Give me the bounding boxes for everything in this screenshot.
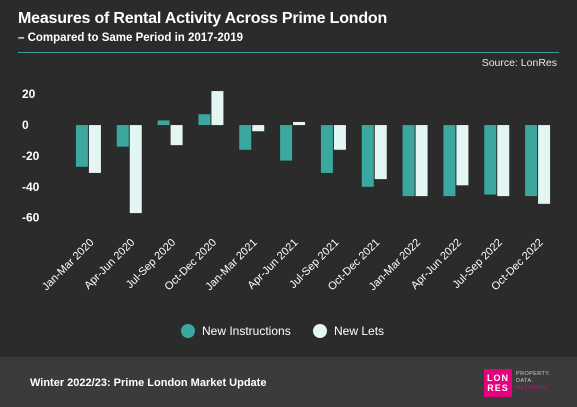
bar [374,125,387,180]
bar [170,125,183,146]
bar [415,125,428,197]
bar [484,125,497,195]
logo-tagline: PROPERTY. DATA. NETWORK. [516,371,551,392]
tagline-network: NETWORK. [516,385,549,391]
bar [443,125,456,197]
tagline-data: DATA. [516,378,534,384]
bar [252,125,265,132]
bar [293,121,306,126]
tagline-property: PROPERTY. [516,371,551,377]
logo-text-top: LON [487,373,509,383]
bar [497,125,510,197]
bar [129,125,142,214]
bar [456,125,469,186]
bar [538,125,551,204]
chart-subtitle: – Compared to Same Period in 2017-2019 [18,32,243,44]
bar [75,125,88,167]
legend-label: New Lets [334,324,384,338]
y-tick-label: -20 [22,149,40,163]
bar [525,125,538,197]
bar [280,125,293,161]
bar [211,91,224,126]
bar [157,120,170,126]
source-label: Source: LonRes [481,57,557,69]
footer-bar: Winter 2022/23: Prime London Market Upda… [0,357,577,407]
chart-title: Measures of Rental Activity Across Prime… [18,10,388,27]
y-tick-label: -40 [22,180,40,194]
bar [88,125,101,173]
legend-label: New Instructions [202,324,291,338]
footer-text: Winter 2022/23: Prime London Market Upda… [30,377,267,389]
y-tick-label: -60 [22,211,40,225]
legend-swatch [181,324,195,338]
bar [333,125,346,150]
y-tick-label: 20 [22,87,36,101]
legend-swatch [313,324,327,338]
bar [320,125,333,173]
lonres-logo[interactable]: LON RES [484,369,512,397]
bar [402,125,415,197]
y-tick-label: 0 [22,118,29,132]
title-divider [18,52,559,53]
logo-text-bottom: RES [487,383,509,393]
bar [198,114,211,126]
bar [361,125,374,187]
bar [239,125,252,150]
bar [116,125,129,147]
